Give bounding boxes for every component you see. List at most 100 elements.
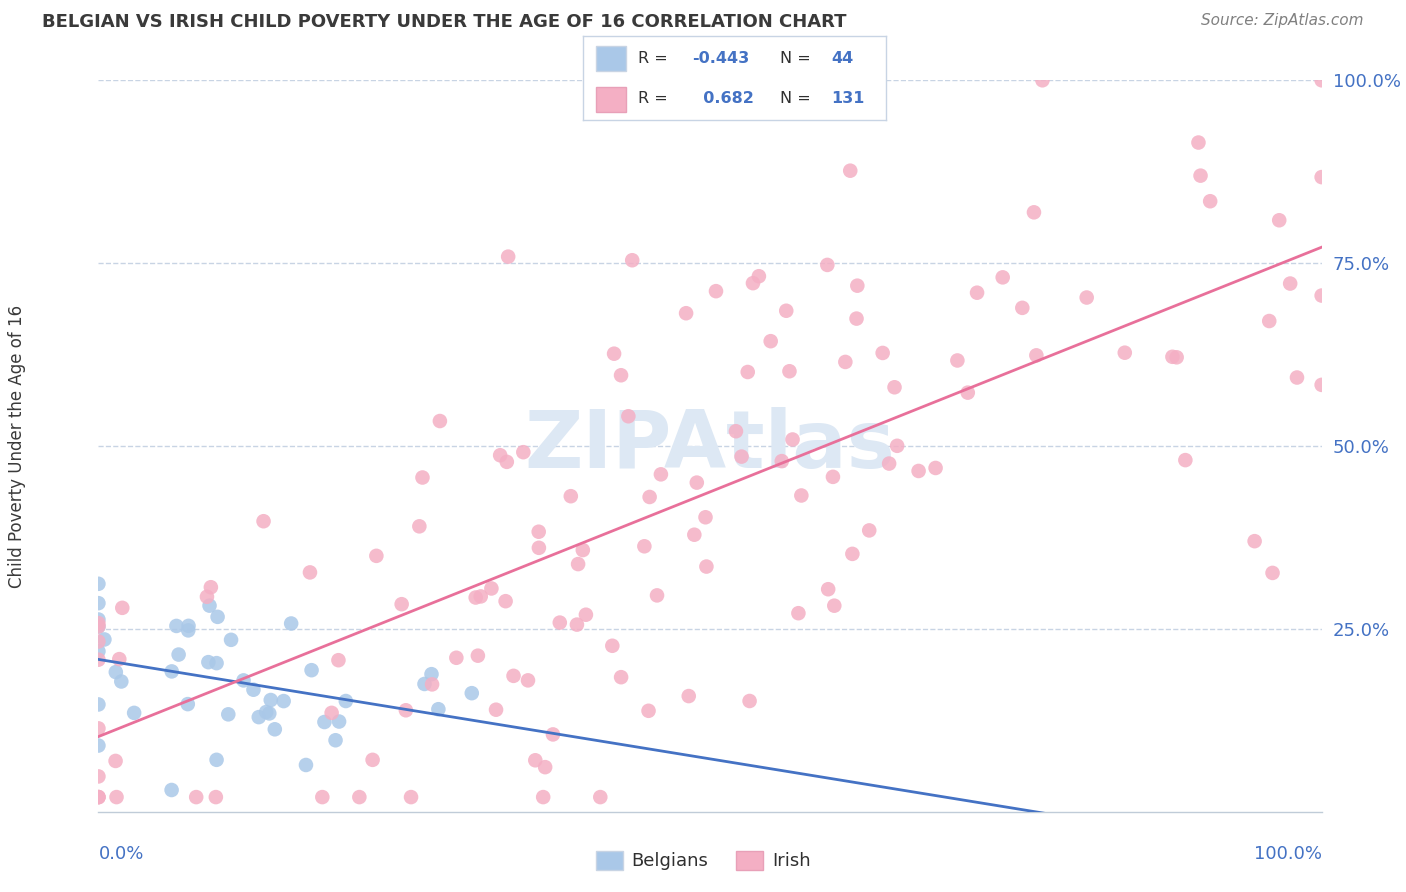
Point [1258,314,1281,328]
Point [446,650,468,665]
Point [650,467,672,482]
Point [395,703,418,717]
Point [704,284,727,298]
Text: -0.443: -0.443 [692,51,749,66]
Point [742,276,765,290]
Point [177,624,200,638]
Point [531,790,554,805]
Point [87,653,110,667]
Point [817,582,839,597]
Point [512,445,534,459]
Point [1161,350,1184,364]
Text: Source: ZipAtlas.com: Source: ZipAtlas.com [1201,13,1364,29]
Point [834,355,856,369]
Point [737,365,759,379]
Point [1279,277,1302,291]
Point [991,270,1014,285]
Bar [596,45,626,71]
Point [541,727,564,741]
Point [242,682,264,697]
Point [966,285,988,300]
Point [872,346,894,360]
Point [254,705,277,719]
Text: ZIPAtlas: ZIPAtlas [524,407,896,485]
Point [429,414,451,428]
Point [197,655,219,669]
Text: 0.0%: 0.0% [98,845,143,863]
Point [502,669,524,683]
Point [621,253,644,268]
Legend: Belgians, Irish: Belgians, Irish [588,844,818,878]
Point [87,634,110,648]
Point [565,617,588,632]
Point [886,439,908,453]
Point [411,470,433,484]
Point [328,653,350,667]
Point [205,656,228,670]
Point [845,311,868,326]
Point [877,457,900,471]
Point [165,619,187,633]
Point [839,163,862,178]
Point [645,588,668,602]
Point [946,353,969,368]
Point [105,790,128,805]
Point [252,514,274,528]
Point [495,455,517,469]
Point [87,769,110,783]
Bar [596,87,626,112]
Point [205,753,228,767]
Point [695,559,717,574]
Point [485,703,508,717]
Point [560,489,582,503]
Point [87,596,110,610]
Point [160,665,183,679]
Point [589,790,612,805]
Point [1187,136,1209,150]
Point [87,616,110,631]
Point [572,543,595,558]
Point [177,697,200,711]
Point [738,694,761,708]
Point [349,790,371,805]
Point [815,258,838,272]
Point [1310,73,1333,87]
Point [93,632,115,647]
Point [217,707,239,722]
Point [748,269,770,284]
Point [325,733,347,747]
Point [259,706,281,721]
Point [314,714,336,729]
Point [87,739,110,753]
Point [167,648,190,662]
Point [420,677,443,691]
Point [782,433,804,447]
Point [87,619,110,633]
Point [87,698,110,712]
Point [675,306,697,320]
Point [87,644,110,658]
Point [575,607,598,622]
Point [790,488,813,502]
Point [280,616,302,631]
Point [87,576,110,591]
Point [470,590,492,604]
Point [177,619,200,633]
Text: R =: R = [638,51,673,66]
Point [361,753,384,767]
Point [527,524,550,539]
Point [633,539,655,553]
Point [770,454,793,468]
Point [420,667,443,681]
Point [464,591,486,605]
Point [1243,534,1265,549]
Point [301,663,323,677]
Point [524,753,547,767]
Point [610,368,633,383]
Point [1285,370,1308,384]
Point [686,475,709,490]
Point [1031,73,1053,87]
Point [1268,213,1291,227]
Point [1261,566,1284,580]
Point [311,790,333,805]
